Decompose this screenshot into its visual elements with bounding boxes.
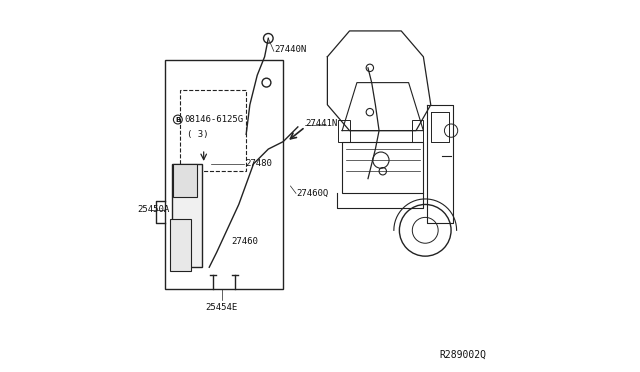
Text: 25450A: 25450A — [137, 205, 170, 215]
Bar — [173, 164, 197, 197]
Bar — [342, 142, 424, 193]
Text: R289002Q: R289002Q — [439, 350, 486, 359]
Text: 08146-6125G: 08146-6125G — [184, 115, 243, 124]
Text: 27460: 27460 — [232, 237, 259, 246]
Bar — [412, 119, 424, 142]
Text: 27440N: 27440N — [274, 45, 306, 54]
Text: B: B — [175, 116, 180, 122]
Text: 27441N: 27441N — [305, 119, 337, 128]
Bar — [170, 219, 191, 271]
Text: 25454E: 25454E — [205, 303, 238, 312]
Bar — [180, 90, 246, 171]
Text: 27480: 27480 — [245, 159, 272, 169]
Bar — [172, 164, 202, 267]
Bar — [165, 61, 283, 289]
Text: 27460Q: 27460Q — [296, 189, 328, 198]
Bar — [339, 119, 349, 142]
Text: ( 3): ( 3) — [187, 130, 209, 139]
